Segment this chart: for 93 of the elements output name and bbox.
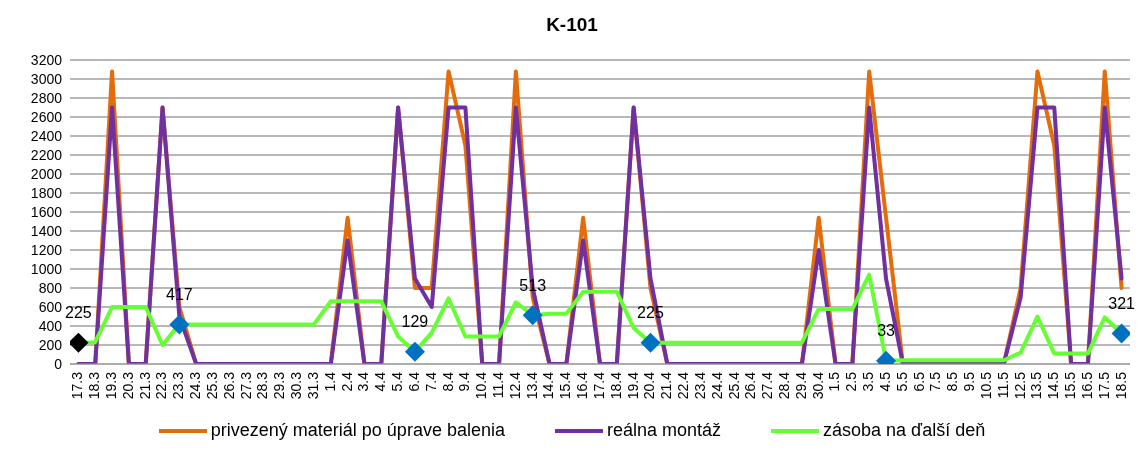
y-tick-label: 2200 — [30, 146, 63, 163]
y-tick-label: 2600 — [30, 108, 63, 125]
x-tick-label: 6.4 — [405, 371, 422, 392]
x-tick-label: 10.5 — [977, 371, 994, 400]
x-tick-label: 28.4 — [776, 371, 793, 400]
point — [522, 305, 543, 326]
x-tick-label: 6.5 — [910, 371, 927, 392]
x-tick-label: 22.3 — [153, 371, 170, 400]
y-tick-label: 0 — [54, 355, 63, 372]
x-tick-label: 29.3 — [271, 371, 288, 400]
x-tick-label: 12.5 — [1011, 371, 1028, 400]
x-tick-label: 25.4 — [725, 371, 742, 400]
data-label: 129 — [401, 313, 429, 331]
x-tick-label: 27.3 — [237, 371, 254, 400]
y-tick-label: 2000 — [30, 165, 63, 182]
chart-title: K-101 — [545, 13, 599, 37]
x-tick-label: 9.5 — [961, 371, 978, 392]
y-tick-label: 1000 — [30, 260, 63, 277]
x-tick-label: 15.5 — [1062, 371, 1079, 400]
x-tick-label: 23.3 — [170, 371, 187, 400]
x-tick-label: 3.5 — [860, 371, 877, 392]
y-tick-label: 400 — [38, 317, 63, 334]
y-tick-label: 3200 — [30, 51, 63, 68]
x-tick-label: 24.4 — [708, 371, 725, 400]
x-tick-label: 19.4 — [624, 371, 641, 400]
x-tick-label: 2.5 — [843, 371, 860, 392]
data-label: 225 — [65, 304, 92, 322]
x-tick-label: 17.4 — [590, 371, 607, 400]
y-tick-label: 1800 — [30, 184, 63, 201]
x-tick-label: 18.5 — [1112, 371, 1129, 400]
x-tick-label: 18.3 — [86, 371, 103, 400]
data-label: 321 — [1108, 294, 1136, 312]
point — [404, 341, 425, 362]
y-tick-label: 2800 — [30, 89, 63, 106]
x-tick-label: 3.4 — [355, 371, 372, 392]
x-tick-label: 17.3 — [69, 371, 86, 400]
x-tick-label: 21.4 — [658, 371, 675, 400]
y-tick-label: 600 — [38, 298, 63, 315]
x-tick-label: 27.4 — [759, 371, 776, 400]
x-tick-label: 25.3 — [203, 371, 220, 400]
x-tick-label: 4.5 — [876, 371, 893, 392]
x-tick-label: 8.4 — [439, 371, 456, 392]
x-tick-label: 8.5 — [944, 371, 961, 392]
x-tick-label: 14.5 — [1045, 371, 1062, 400]
y-tick-label: 3000 — [30, 70, 63, 87]
x-tick-label: 11.5 — [994, 371, 1011, 399]
point — [70, 332, 89, 353]
x-tick-label: 11.4 — [489, 371, 506, 399]
x-tick-label: 29.4 — [792, 371, 809, 400]
x-tick-label: 12.4 — [506, 371, 523, 400]
point — [169, 314, 190, 335]
y-tick-label: 2400 — [30, 127, 63, 144]
x-tick-label: 30.4 — [809, 371, 826, 400]
x-tick-label: 7.4 — [422, 371, 439, 392]
x-tick-label: 18.4 — [607, 371, 624, 400]
x-tick-label: 26.3 — [220, 371, 237, 400]
x-tick-label: 19.3 — [103, 371, 119, 400]
legend-label: zásoba na ďalší deň — [823, 420, 986, 441]
x-tick-label: 7.5 — [927, 371, 944, 392]
x-tick-label: 22.4 — [675, 371, 692, 400]
y-tick-label: 800 — [38, 279, 63, 296]
x-tick-label: 13.5 — [1028, 371, 1045, 400]
x-tick-label: 1.4 — [321, 371, 338, 392]
x-tick-label: 20.3 — [119, 371, 136, 400]
x-tick-label: 31.3 — [304, 371, 321, 400]
x-tick-label: 14.4 — [540, 371, 557, 400]
point — [640, 332, 661, 353]
x-tick-label: 28.3 — [254, 371, 271, 400]
x-tick-label: 5.4 — [389, 371, 406, 392]
x-tick-label: 24.3 — [187, 371, 204, 400]
x-tick-label: 20.4 — [641, 371, 658, 400]
x-tick-label: 30.3 — [288, 371, 305, 400]
x-tick-label: 15.4 — [557, 371, 574, 400]
x-tick-label: 5.5 — [893, 371, 910, 392]
x-tick-label: 16.4 — [574, 371, 591, 400]
x-tick-label: 23.4 — [691, 371, 708, 400]
point — [1111, 323, 1130, 344]
x-tick-label: 9.4 — [456, 371, 473, 392]
y-tick-label: 1400 — [30, 222, 63, 239]
x-tick-label: 21.3 — [136, 371, 153, 400]
x-tick-label: 17.5 — [1095, 371, 1112, 400]
x-tick-label: 13.4 — [523, 371, 540, 400]
y-tick-label: 1600 — [30, 203, 63, 220]
legend-label: reálna montáž — [606, 420, 722, 441]
y-tick-label: 200 — [38, 336, 63, 353]
legend-label: privezený materiál po úprave balenia — [210, 420, 505, 441]
x-tick-label: 10.4 — [473, 371, 490, 400]
x-tick-label: 16.5 — [1078, 371, 1095, 400]
x-tick-label: 26.4 — [742, 371, 759, 400]
x-tick-label: 4.4 — [372, 371, 389, 392]
y-tick-label: 1200 — [30, 241, 63, 258]
x-tick-label: 1.5 — [826, 371, 843, 392]
x-tick-label: 2.4 — [338, 371, 355, 392]
